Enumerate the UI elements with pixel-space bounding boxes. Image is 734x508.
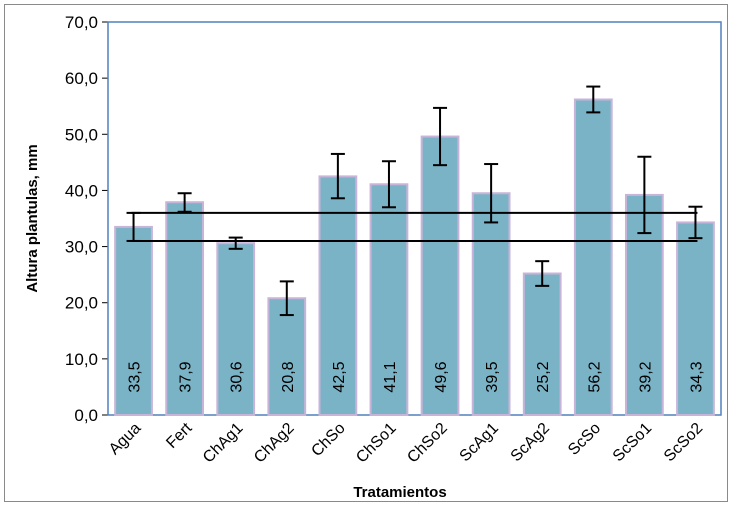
value-label-chso: 42,5 [331, 361, 348, 392]
y-axis-ticks: 0,0 10,0 20,0 30,0 40,0 50,0 60,0 70,0 [65, 13, 108, 425]
value-label-chso1: 41,1 [382, 361, 399, 392]
value-labels: 33,5 37,9 30,6 20,8 42,5 41,1 49,6 39,5 25,2 56,2… [127, 361, 706, 392]
value-label-scso: 56,2 [586, 361, 603, 392]
error-bar-chso [330, 152, 345, 200]
error-bar-chso2 [433, 106, 448, 167]
y-tick-label: 10,0 [65, 350, 98, 369]
plot-area [107, 21, 722, 416]
value-label-scso2: 34,3 [688, 361, 705, 392]
y-tick-label: 20,0 [65, 294, 98, 313]
bar-chart: 0,0 10,0 20,0 30,0 40,0 50,0 60,0 70,0 33,5 37,9… [24, 13, 722, 501]
reference-lines [131, 211, 698, 242]
error-bar-chso1 [381, 160, 396, 209]
y-tick-label: 50,0 [65, 125, 98, 144]
chart-frame: 0,0 10,0 20,0 30,0 40,0 50,0 60,0 70,0 33,5 37,9… [4, 4, 728, 502]
value-label-chag2: 20,8 [280, 361, 297, 392]
error-bar-chag2 [279, 280, 294, 317]
value-label-chag1: 30,6 [229, 361, 246, 392]
bar-scso2 [676, 221, 715, 416]
x-tick-label-chso: ChSo [308, 420, 348, 460]
x-tick-label-scso: ScSo [565, 420, 604, 459]
x-tick-label-chso2: ChSo2 [404, 420, 451, 467]
x-tick-label-chag2: ChAg2 [251, 420, 298, 467]
y-tick-label: 40,0 [65, 181, 98, 200]
x-tick-label-chag1: ChAg1 [200, 420, 247, 467]
bar-chso2 [420, 135, 460, 416]
error-bars [126, 85, 703, 317]
x-tick-label-scag2: ScAg2 [508, 420, 553, 465]
value-label-agua: 33,5 [127, 361, 144, 392]
bars [114, 98, 715, 417]
value-label-scag2: 25,2 [535, 361, 552, 392]
x-axis-title: Tratamientos [353, 484, 446, 501]
y-axis-title: Altura plantulas, mm [24, 144, 41, 292]
x-tick-label-scso2: ScSo2 [661, 420, 706, 465]
error-bar-agua [126, 211, 141, 242]
error-bar-scso2 [688, 205, 703, 240]
y-tick-label: 30,0 [65, 238, 98, 257]
bar-agua [114, 225, 153, 416]
error-bar-scso [586, 85, 601, 114]
x-tick-label-scso1: ScSo1 [610, 420, 655, 465]
x-tick-label-fert: Fert [163, 419, 196, 452]
error-bar-fert [177, 192, 192, 213]
value-label-scag1: 39,5 [484, 361, 501, 392]
value-label-fert: 37,9 [178, 361, 195, 392]
x-tick-label-chso1: ChSo1 [353, 420, 400, 467]
error-bar-scag2 [535, 260, 550, 287]
y-tick-label: 60,0 [65, 69, 98, 88]
value-label-scso1: 39,2 [637, 361, 654, 392]
error-bar-scso1 [637, 155, 652, 235]
bar-scag2 [522, 272, 562, 416]
x-axis-labels: Agua Fert ChAg1 ChAg2 ChSo ChSo1 ChSo2 ScAg1 ScA… [106, 419, 706, 466]
x-tick-label-scag1: ScAg1 [457, 420, 502, 465]
value-label-chso2: 49,6 [433, 361, 450, 392]
x-tick-label-agua: Agua [106, 420, 145, 459]
bar-scag1 [471, 192, 511, 416]
bar-scso [573, 98, 613, 416]
error-bar-chag1 [228, 236, 243, 250]
y-tick-label: 70,0 [65, 13, 98, 32]
y-tick-label: 0,0 [74, 406, 98, 425]
error-bar-scag1 [484, 163, 499, 224]
